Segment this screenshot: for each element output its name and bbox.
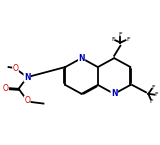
Text: F: F bbox=[111, 37, 115, 42]
Text: O: O bbox=[24, 96, 30, 105]
Text: N: N bbox=[111, 89, 117, 98]
Text: F: F bbox=[119, 32, 122, 37]
Text: O: O bbox=[13, 64, 18, 73]
Text: O: O bbox=[3, 84, 8, 93]
Text: F: F bbox=[151, 85, 155, 90]
Text: N: N bbox=[78, 54, 85, 63]
Text: F: F bbox=[155, 92, 158, 97]
Text: F: F bbox=[149, 99, 153, 104]
Text: F: F bbox=[126, 37, 129, 42]
Text: N: N bbox=[24, 73, 30, 82]
